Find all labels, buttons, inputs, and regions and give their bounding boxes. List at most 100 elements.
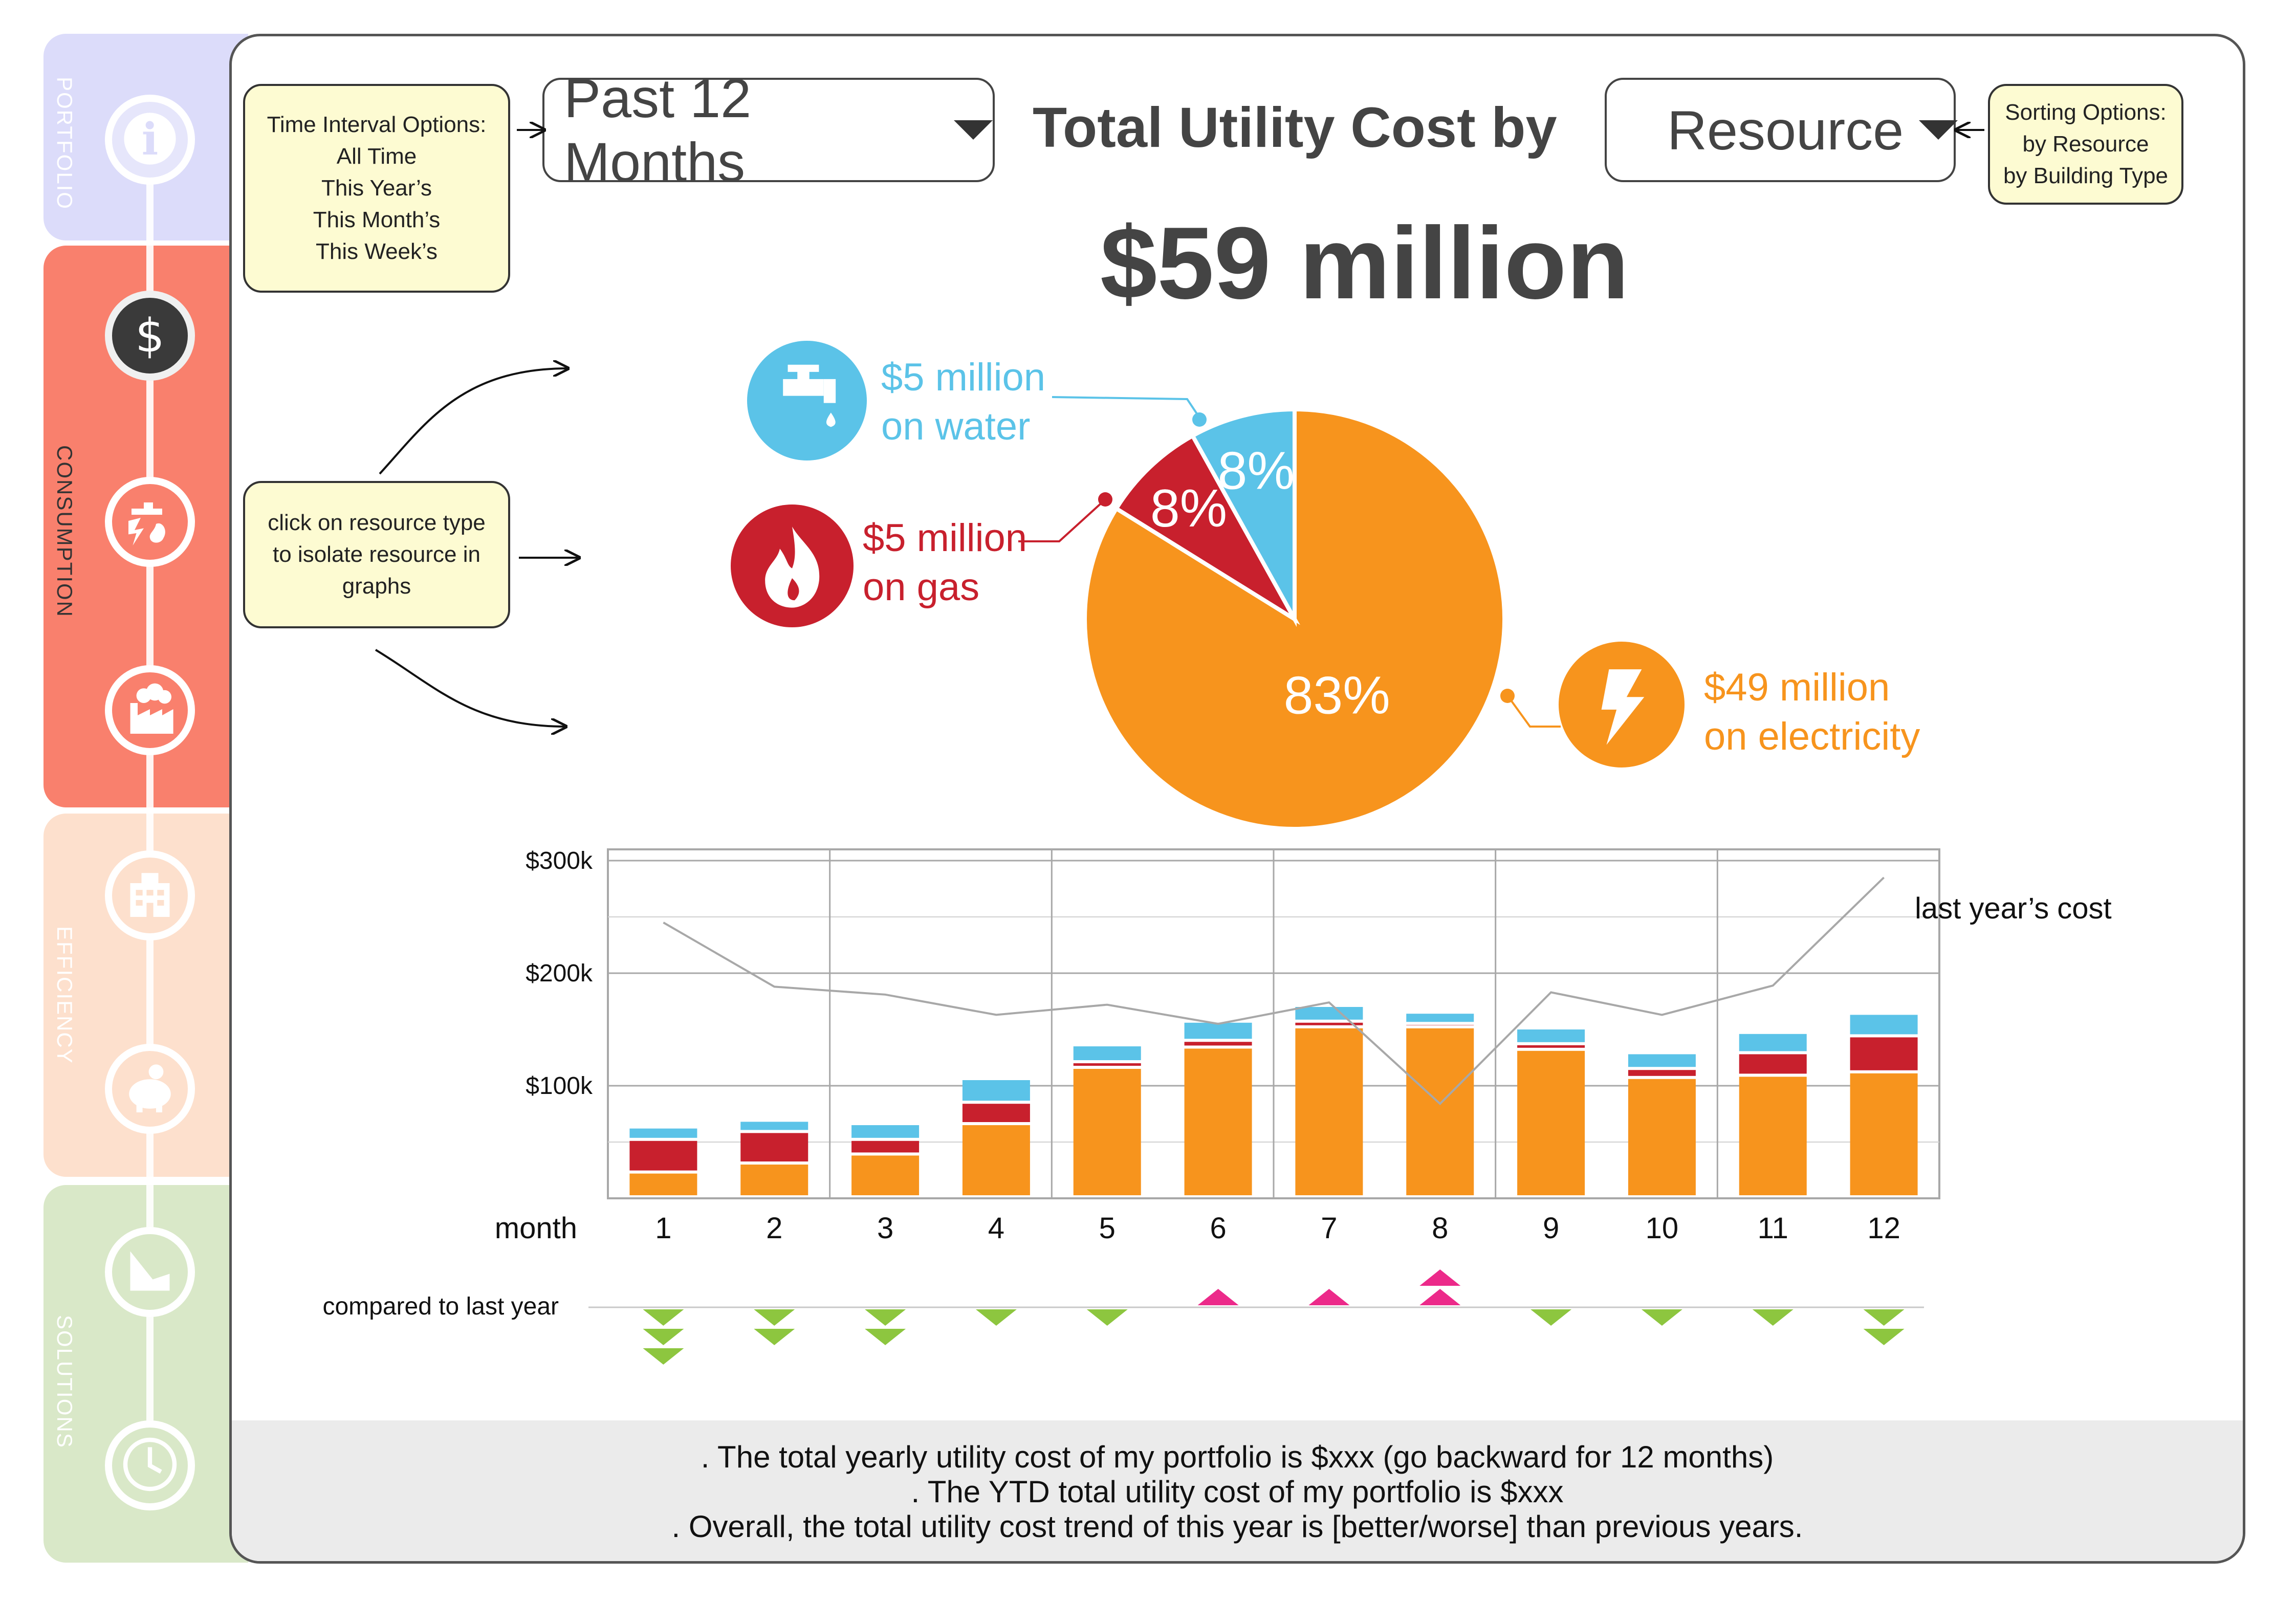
- x-axis-label: month: [495, 1212, 577, 1245]
- bar-electricity[interactable]: [1517, 1050, 1585, 1195]
- bar-electricity[interactable]: [1295, 1028, 1363, 1195]
- sort-dropdown[interactable]: Resource: [1605, 78, 1958, 182]
- bar-water[interactable]: [1739, 1034, 1807, 1051]
- bar-water[interactable]: [740, 1122, 808, 1130]
- bar-gas[interactable]: [629, 1141, 697, 1171]
- electricity-amount: $49 million: [1704, 666, 1890, 709]
- comparison-label: compared to last year: [322, 1293, 559, 1320]
- last-year-line[interactable]: [663, 876, 1885, 1105]
- water-amount: $5 million: [881, 356, 1046, 399]
- water-label: on water: [881, 405, 1031, 448]
- bar-water[interactable]: [1184, 1022, 1252, 1039]
- leader-water-dot: [1192, 412, 1207, 427]
- x-tick-label: 9: [1543, 1212, 1559, 1245]
- note-line: This Month’s: [313, 207, 441, 232]
- last-year-label: last year’s cost: [1915, 892, 2112, 925]
- factory-icon: [119, 678, 181, 742]
- leader-electricity: [1507, 696, 1561, 728]
- electricity-callout-icon[interactable]: [1559, 642, 1685, 767]
- chevron-down-icon: [954, 120, 993, 140]
- increase-marker: [1419, 1269, 1461, 1286]
- x-tick-label: 4: [988, 1212, 1004, 1245]
- bar-gas[interactable]: [962, 1104, 1030, 1122]
- bar-gas[interactable]: [1850, 1037, 1918, 1070]
- bar-gas[interactable]: [1295, 1022, 1363, 1025]
- electricity-callout-text[interactable]: $49 million on electricity: [1704, 663, 1920, 761]
- x-tick-label: 6: [1210, 1212, 1226, 1245]
- x-tick-label: 3: [877, 1212, 893, 1245]
- bar-gas[interactable]: [1628, 1070, 1696, 1076]
- decrease-marker: [1641, 1309, 1682, 1326]
- bar-water[interactable]: [1406, 1014, 1474, 1022]
- bar-gas[interactable]: [1073, 1063, 1141, 1066]
- bar-water[interactable]: [1850, 1015, 1918, 1035]
- bar-water[interactable]: [962, 1080, 1030, 1101]
- time-interval-dropdown[interactable]: Past 12 Months: [542, 67, 995, 193]
- y-tick-label: $100k: [526, 1072, 593, 1100]
- svg-text:$: $: [135, 309, 164, 363]
- note-line: All Time: [336, 144, 417, 169]
- bar-electricity[interactable]: [1184, 1048, 1252, 1195]
- note-line: This Week’s: [315, 239, 438, 264]
- bar-water[interactable]: [851, 1125, 920, 1138]
- increase-marker: [1419, 1289, 1461, 1305]
- bar-gas[interactable]: [1517, 1045, 1585, 1048]
- x-tick-label: 12: [1867, 1212, 1900, 1245]
- bar-gas[interactable]: [1184, 1042, 1252, 1046]
- total-cost: $59 million: [1100, 206, 1629, 320]
- bar-water[interactable]: [1073, 1046, 1141, 1060]
- leader-electricity-dot: [1500, 689, 1515, 703]
- decrease-marker: [1863, 1329, 1905, 1345]
- bar-electricity[interactable]: [1739, 1077, 1807, 1195]
- gas-callout-text[interactable]: $5 million on gas: [863, 514, 1027, 612]
- note-line: click on resource type: [268, 510, 486, 535]
- leader-water: [1052, 396, 1200, 419]
- gas-callout-icon[interactable]: [731, 505, 854, 627]
- x-tick-label: 8: [1432, 1212, 1448, 1245]
- pie-label-electricity: 83%: [1284, 666, 1390, 726]
- bar-electricity[interactable]: [740, 1165, 808, 1195]
- leader-gas: [1018, 499, 1105, 542]
- chevron-down-icon: [1919, 120, 1958, 140]
- bar-electricity[interactable]: [1850, 1073, 1918, 1195]
- x-tick-label: 5: [1099, 1212, 1116, 1245]
- pie-slice-gas[interactable]: [1113, 433, 1300, 625]
- nav-solutions-analysis[interactable]: [105, 1227, 195, 1317]
- water-callout-icon[interactable]: [747, 341, 867, 460]
- nav-consumption-cost[interactable]: $: [105, 291, 195, 381]
- bar-electricity[interactable]: [1628, 1079, 1696, 1195]
- pie-chart[interactable]: 83% 8%8%: [1075, 399, 1515, 839]
- decrease-marker: [1752, 1309, 1794, 1326]
- leader-gas-dot: [1098, 492, 1112, 507]
- bar-electricity[interactable]: [629, 1173, 697, 1195]
- bar-gas[interactable]: [740, 1133, 808, 1161]
- pie-slice-water[interactable]: [1190, 407, 1297, 627]
- bar-electricity[interactable]: [851, 1155, 920, 1195]
- bar-water[interactable]: [629, 1128, 697, 1138]
- note-line: to isolate resource in: [273, 542, 480, 567]
- note-line: Sorting Options:: [2005, 100, 2167, 125]
- svg-text:i: i: [142, 113, 159, 165]
- water-callout-text[interactable]: $5 million on water: [881, 353, 1045, 451]
- lightning-icon: [1559, 669, 1685, 770]
- bar-electricity[interactable]: [1073, 1069, 1141, 1195]
- decrease-marker: [643, 1348, 684, 1365]
- x-tick-label: 7: [1321, 1212, 1337, 1245]
- bar-water[interactable]: [1628, 1054, 1696, 1067]
- bar-gas[interactable]: [1739, 1054, 1807, 1074]
- y-tick-label: $300k: [526, 847, 593, 874]
- decrease-marker: [1086, 1309, 1128, 1326]
- bar-gas[interactable]: [851, 1141, 920, 1153]
- summary-footer: . The total yearly utility cost of my po…: [232, 1420, 2243, 1561]
- increase-marker: [1308, 1289, 1350, 1305]
- decrease-marker: [865, 1329, 906, 1345]
- piggy-bank-icon: [119, 1057, 181, 1121]
- summary-line: . Overall, the total utility cost trend …: [671, 1509, 1803, 1544]
- bar-electricity[interactable]: [962, 1125, 1030, 1195]
- summary-line: . The YTD total utility cost of my portf…: [911, 1475, 1564, 1509]
- bar-water[interactable]: [1517, 1029, 1585, 1042]
- sort-value: Resource: [1667, 99, 1904, 161]
- bar-water[interactable]: [1295, 1007, 1363, 1020]
- bar-electricity[interactable]: [1406, 1028, 1474, 1195]
